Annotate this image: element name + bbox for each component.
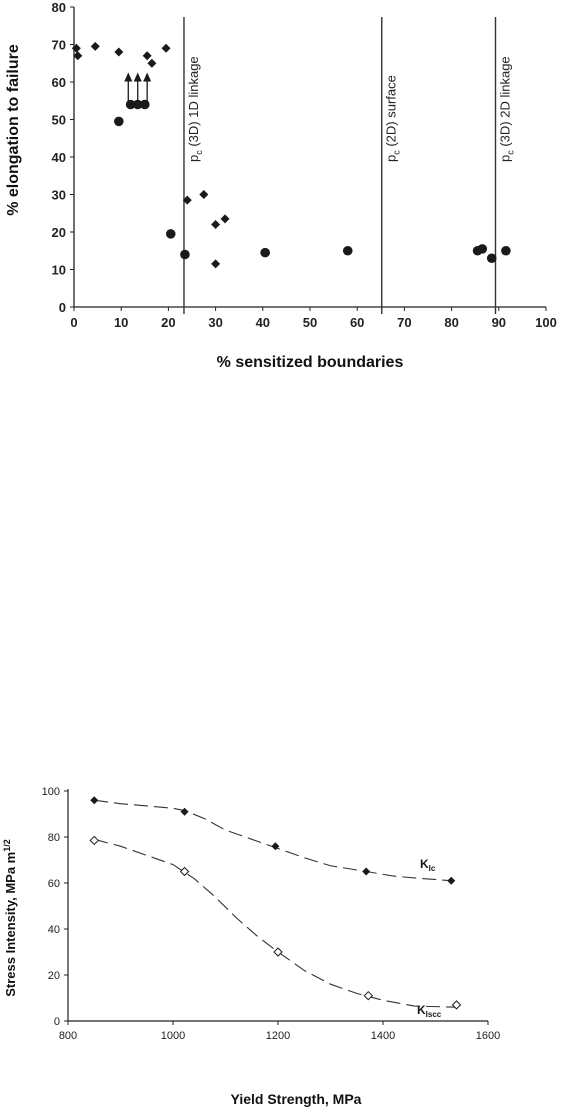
chart1-circle-point — [477, 244, 488, 254]
chart2-y-axis-label-main: Stress Intensity, MPa m — [3, 852, 18, 997]
chart2-series-label: KIc — [420, 857, 436, 873]
chart2-curves — [94, 799, 457, 1008]
chart1-diamond-point — [211, 220, 221, 229]
chart2-kic-point — [180, 807, 189, 816]
chart1-y-tick-label: 10 — [52, 263, 66, 278]
chart1-x-tick-label: 80 — [444, 315, 458, 330]
chart1-diamond-point — [161, 43, 171, 53]
chart1-diamond-point — [220, 214, 230, 224]
chart2-series-labels: KIc KIscc — [417, 857, 442, 1019]
chart2-kic-point — [447, 876, 456, 885]
chart1-diamond-point — [142, 51, 152, 61]
chart1-circle-point — [114, 116, 124, 127]
chart2-trend-curve — [94, 799, 452, 882]
chart2-y-axis-label-sup: 1/2 — [2, 839, 12, 852]
chart1-x-tick-label: 70 — [397, 315, 411, 330]
chart2-kiscc-point — [451, 1000, 462, 1010]
chart1-y-tick-label: 50 — [52, 113, 66, 128]
chart1-y-tick-label: 60 — [52, 75, 66, 90]
chart1-x-tick-label: 10 — [114, 315, 128, 330]
chart1-circle-point — [342, 245, 353, 256]
chart2-series-label: KIscc — [417, 1003, 442, 1019]
chart2-y-tick-label: 80 — [48, 832, 60, 844]
chart2-kic-point — [90, 796, 99, 805]
chart1-x-tick-label: 60 — [350, 315, 364, 330]
chart1-circle-point — [165, 229, 176, 239]
chart1-diamond-point — [73, 51, 83, 61]
chart1-x-tick-label: 40 — [256, 315, 270, 330]
chart1-y-axis-label: % elongation to failure — [5, 44, 22, 216]
chart2-kic-point — [271, 842, 280, 851]
chart1-y-tick-label: 20 — [52, 225, 66, 240]
chart2-x-tick-label: 1600 — [476, 1030, 500, 1042]
chart1-threshold-label: pc (2D) surface — [384, 75, 402, 162]
chart1-axes — [73, 7, 546, 308]
chart1-x-tick-label: 30 — [208, 315, 222, 330]
chart2-kiscc-point — [363, 990, 374, 1001]
chart1-y-tick-label: 30 — [52, 188, 66, 203]
chart2-x-axis-label: Yield Strength, MPa — [231, 1091, 362, 1107]
chart2-y-tick-label: 20 — [48, 970, 60, 982]
chart1-circle-point — [140, 99, 150, 110]
chart1-vlines: pc (3D) 1D linkage pc (2D) surface pc (3D)… — [183, 17, 515, 314]
chart2-axes — [67, 789, 488, 1022]
chart2-kiscc-point — [179, 866, 190, 877]
chart1-y-tick-label: 0 — [59, 300, 66, 315]
chart2-x-tick-label: 1000 — [161, 1030, 185, 1042]
chart2-y-axis-label: Stress Intensity, MPa m1/2 — [2, 839, 18, 997]
chart2-y-tick-label: 0 — [54, 1016, 60, 1028]
chart1-diamond-point — [182, 195, 192, 205]
chart1-y-tick-label: 70 — [52, 38, 66, 53]
chart2-kic-point — [362, 867, 371, 876]
chart1-threshold-label: pc (3D) 1D linkage — [186, 56, 204, 162]
chart2-trend-curve — [94, 838, 457, 1008]
chart1-diamond-point — [114, 47, 124, 57]
chart2-x-tick-label: 800 — [59, 1030, 77, 1042]
chart1-diamond-point — [71, 43, 81, 53]
chart1-diamond-point — [90, 41, 100, 51]
chart1-circle-point — [501, 245, 511, 256]
chart1-diamond-point — [199, 190, 209, 199]
chart2-y-tick-label: 40 — [48, 924, 60, 936]
chart2-y-tick-label: 60 — [48, 878, 60, 890]
chart1-diamond-point — [211, 259, 221, 269]
chart1-x-tick-label: 0 — [70, 315, 77, 330]
chart1-circle-point — [180, 249, 190, 260]
chart2-marks — [89, 796, 462, 1010]
stress-intensity-chart: 800 1000 1200 1400 1600 0 20 40 60 80 100 KIc KIscc… — [0, 770, 561, 1112]
chart1-arrow-head — [124, 72, 133, 82]
chart1-y-tick-label: 40 — [52, 150, 66, 165]
chart1-diamond-point — [147, 58, 157, 68]
chart1-x-axis-label: % sensitized boundaries — [217, 354, 404, 371]
stress-intensity-chart-svg: 800 1000 1200 1400 1600 0 20 40 60 80 100 KIc KIscc… — [2, 786, 501, 1107]
chart1-x-tick-label: 90 — [492, 315, 506, 330]
elongation-chart: 0 10 20 30 40 50 60 70 80 90 100 0 10 20 30 40 50 60 70 80 … — [0, 0, 561, 385]
chart1-circle-point — [260, 247, 270, 258]
chart2-x-tick-label: 1400 — [371, 1030, 395, 1042]
chart1-y-tick-label: 80 — [52, 0, 66, 15]
chart1-marks — [71, 41, 511, 269]
chart1-circle-point — [486, 253, 497, 264]
elongation-chart-svg: 0 10 20 30 40 50 60 70 80 90 10001020304050607080 … — [5, 0, 557, 371]
chart2-ticks: 800 1000 1200 1400 1600 0 20 40 60 80 100 — [42, 786, 501, 1042]
chart1-x-tick-label: 50 — [303, 315, 317, 330]
chart2-y-tick-label: 100 — [42, 786, 60, 798]
chart1-arrow-head — [133, 72, 142, 82]
chart2-kiscc-point — [273, 947, 283, 957]
chart1-x-tick-label: 100 — [535, 315, 557, 330]
chart2-x-tick-label: 1200 — [266, 1030, 290, 1042]
chart1-x-tick-label: 20 — [161, 315, 175, 330]
chart1-threshold-label: pc (3D) 2D linkage — [497, 56, 515, 162]
chart1-arrow-head — [143, 72, 152, 82]
chart1-ticks: 0 10 20 30 40 50 60 70 80 90 100 0 10 20 30 40 50 60 70 80 — [52, 0, 557, 330]
chart2-kiscc-point — [89, 835, 99, 846]
